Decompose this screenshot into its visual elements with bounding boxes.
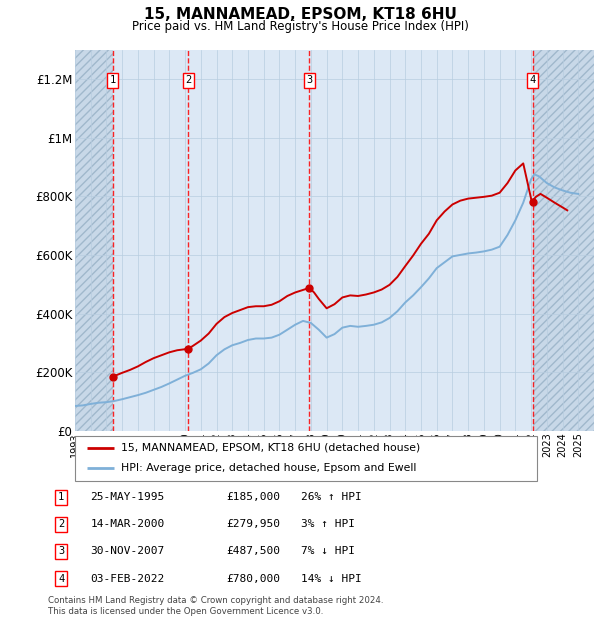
Text: 3% ↑ HPI: 3% ↑ HPI bbox=[301, 520, 355, 529]
Text: 3: 3 bbox=[306, 76, 313, 86]
Bar bbox=[533, 50, 594, 431]
Text: 3: 3 bbox=[58, 546, 64, 556]
Text: 1: 1 bbox=[110, 76, 116, 86]
Text: 15, MANNAMEAD, EPSOM, KT18 6HU: 15, MANNAMEAD, EPSOM, KT18 6HU bbox=[143, 7, 457, 22]
Text: 30-NOV-2007: 30-NOV-2007 bbox=[90, 546, 164, 556]
Text: 15, MANNAMEAD, EPSOM, KT18 6HU (detached house): 15, MANNAMEAD, EPSOM, KT18 6HU (detached… bbox=[121, 443, 421, 453]
Text: 4: 4 bbox=[530, 76, 536, 86]
Text: 7% ↓ HPI: 7% ↓ HPI bbox=[301, 546, 355, 556]
Text: £487,500: £487,500 bbox=[226, 546, 280, 556]
Bar bbox=[75, 50, 113, 431]
Text: 1: 1 bbox=[58, 492, 64, 502]
FancyBboxPatch shape bbox=[75, 436, 537, 480]
Bar bbox=[75, 50, 113, 431]
Text: 14-MAR-2000: 14-MAR-2000 bbox=[90, 520, 164, 529]
Text: 2: 2 bbox=[58, 520, 64, 529]
Text: Price paid vs. HM Land Registry's House Price Index (HPI): Price paid vs. HM Land Registry's House … bbox=[131, 20, 469, 33]
Text: £279,950: £279,950 bbox=[226, 520, 280, 529]
Text: 14% ↓ HPI: 14% ↓ HPI bbox=[301, 574, 362, 583]
Text: 26% ↑ HPI: 26% ↑ HPI bbox=[301, 492, 362, 502]
Bar bbox=[533, 50, 594, 431]
Text: HPI: Average price, detached house, Epsom and Ewell: HPI: Average price, detached house, Epso… bbox=[121, 463, 416, 474]
Text: 2: 2 bbox=[185, 76, 191, 86]
Text: £185,000: £185,000 bbox=[226, 492, 280, 502]
Text: Contains HM Land Registry data © Crown copyright and database right 2024.
This d: Contains HM Land Registry data © Crown c… bbox=[48, 596, 383, 616]
Text: £780,000: £780,000 bbox=[226, 574, 280, 583]
Text: 25-MAY-1995: 25-MAY-1995 bbox=[90, 492, 164, 502]
Text: 4: 4 bbox=[58, 574, 64, 583]
Text: 03-FEB-2022: 03-FEB-2022 bbox=[90, 574, 164, 583]
